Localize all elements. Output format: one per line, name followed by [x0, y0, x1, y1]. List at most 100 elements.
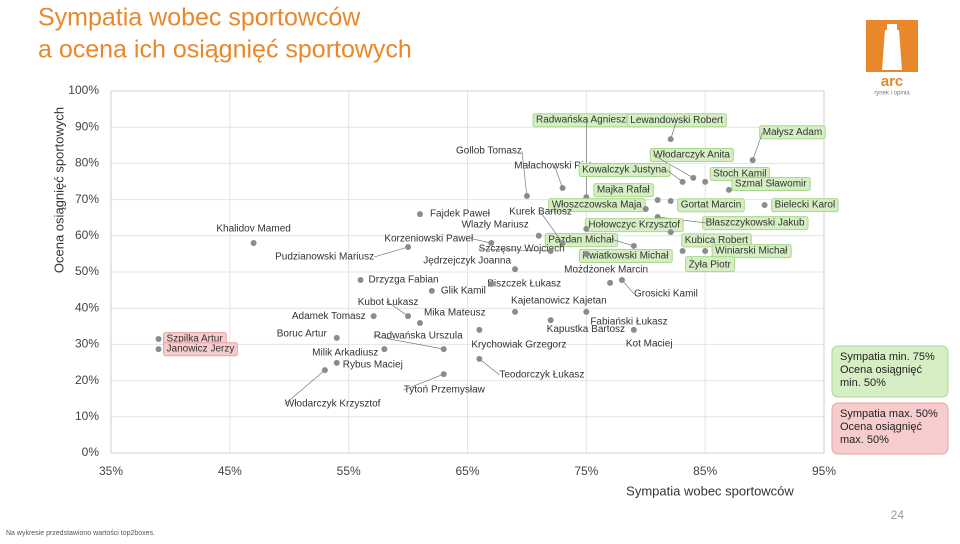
point [488, 240, 495, 247]
leader-line [540, 211, 563, 244]
point [667, 198, 674, 205]
point-label-group: Kurek Bartosz [509, 207, 572, 244]
point-label-group: Janowicz Jerzy [163, 342, 238, 357]
point [547, 248, 554, 255]
point-label: Włoszczowska Maja [552, 200, 642, 211]
point-label-group: Lewandowski Robert [626, 113, 727, 140]
point [488, 280, 495, 287]
point-label: Włodarczyk Krzysztof [285, 399, 381, 410]
leader-line [387, 301, 409, 317]
x-tick-label: 85% [693, 464, 717, 478]
point-label-group: Włodarczyk Krzysztof [284, 369, 381, 410]
label-highlight [685, 256, 735, 273]
point-label: Szpilka Artur [167, 334, 224, 345]
leader-line [666, 169, 683, 183]
point-label-group: Włodarczyk Anita [649, 148, 734, 179]
label-highlight [771, 198, 839, 213]
point-label: Hołowczyc Krzysztof [588, 220, 680, 231]
point-label: Krychowiak Grzegorz [471, 340, 566, 351]
point-label-group: Małysz Adam [752, 125, 826, 161]
point-label-group: Szczęsny Wojciech [478, 244, 565, 255]
point [702, 248, 709, 255]
y-tick-label: 10% [75, 409, 99, 423]
point [405, 313, 412, 320]
y-axis-label: Ocena osiągnięć sportowych [51, 107, 66, 273]
point-label-group: Korzeniowski Paweł [384, 234, 492, 245]
logo-lamp [887, 24, 897, 30]
footnote: Na wykresie przedstawiono wartości top2b… [6, 530, 155, 537]
leader-line [403, 373, 444, 391]
x-axis-label: Sympatia wobec sportowców [626, 483, 794, 498]
x-tick-label: 95% [812, 464, 836, 478]
point-label-group: Błaszczykowski Jakub [657, 216, 809, 231]
leader-line [373, 246, 409, 258]
point [381, 346, 388, 353]
point-label-group: Wlazły Mariusz [462, 219, 529, 230]
point [607, 279, 614, 286]
label-highlight [593, 183, 654, 198]
x-tick-label: 35% [99, 464, 123, 478]
point [630, 242, 637, 249]
legend-text: Sympatia max. 50% [840, 408, 938, 420]
point [679, 248, 686, 255]
page-number: 24 [891, 508, 905, 522]
point-label: Glik Kamil [441, 285, 486, 296]
point [512, 266, 519, 273]
point-label: Kwiatkowski Michał [582, 251, 669, 262]
point-label-group: Jędrzejczyk Joanna [423, 256, 511, 267]
legend-text: max. 50% [840, 434, 889, 446]
point-label-group: Milik Arkadiusz [312, 348, 378, 359]
point-label: Radwańska Urszula [374, 331, 463, 342]
point-label-group: Kajetanowicz Kajetan [511, 295, 607, 306]
point-label-group: Kot Maciej [626, 339, 673, 350]
point-label: Boruc Artur [277, 329, 328, 340]
point-label-group: Adamek Tomasz [292, 311, 366, 322]
point-label: Gollob Tomasz [456, 146, 522, 157]
point [333, 334, 340, 341]
point-label-group: Piszczek Łukasz [487, 279, 561, 290]
point-label-group: Bielecki Karol [771, 198, 839, 213]
point-label: Majka Rafał [597, 185, 651, 196]
point [630, 326, 637, 333]
point-label-group: Mika Mateusz [424, 308, 486, 319]
point-label-group: Kowalczyk Justyna [578, 163, 683, 183]
point [679, 178, 686, 185]
y-tick-label: 60% [75, 228, 99, 242]
point-label: Korzeniowski Paweł [384, 234, 474, 245]
point-label-group: Teodorczyk Łukasz [479, 358, 584, 381]
point [667, 229, 674, 236]
point-label: Fabiański Łukasz [590, 316, 667, 327]
point-label-group: Grosicki Kamil [621, 279, 698, 300]
point-label: Pudzianowski Mariusz [275, 252, 374, 263]
point-label-group: Majka Rafał [593, 183, 654, 198]
point [155, 335, 162, 342]
leader-line [752, 132, 763, 161]
plot-border [110, 90, 825, 454]
label-highlight [578, 249, 673, 264]
label-highlight [711, 244, 792, 259]
y-tick-label: 0% [82, 445, 100, 459]
y-tick-label: 50% [75, 264, 99, 278]
point-label: Pazdan Michał [548, 235, 614, 246]
point [667, 136, 674, 143]
point-label: Małysz Adam [763, 127, 822, 138]
point [357, 276, 364, 283]
point-label: Żyła Piotr [689, 258, 732, 271]
x-tick-label: 65% [455, 464, 479, 478]
y-tick-label: 30% [75, 337, 99, 351]
logo-tagline: rynek i opinia [874, 91, 910, 97]
point [333, 359, 340, 366]
logo-tower [882, 30, 902, 70]
leader-line [554, 165, 563, 189]
point-label: Kowalczyk Justyna [582, 165, 667, 176]
point-label: Janowicz Jerzy [167, 344, 235, 355]
label-highlight [731, 176, 811, 191]
legend-text: Ocena osiągnięć [840, 421, 922, 433]
point [523, 192, 530, 199]
point-label: Tytoń Przemysław [404, 385, 486, 396]
point [725, 186, 732, 193]
point-label-group: Możdżonek Marcin [564, 265, 648, 276]
point [547, 317, 554, 324]
point [642, 206, 649, 213]
y-tick-label: 40% [75, 300, 99, 314]
